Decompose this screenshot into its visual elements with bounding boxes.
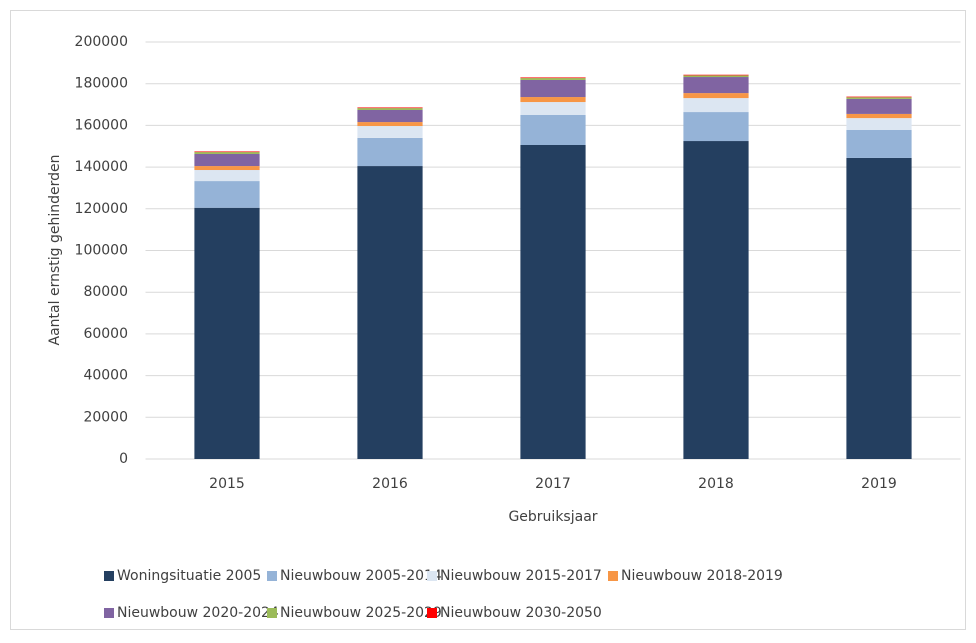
x-tick-label: 2015 [209,476,245,492]
legend-swatch [104,571,114,581]
bar-segment [194,170,260,182]
bar-segment [683,141,749,459]
bar-segment [846,96,912,98]
bar-segment [520,102,586,115]
bar-segment [194,166,260,171]
legend-label: Nieuwbouw 2018-2019 [621,568,783,584]
bar-segment [683,74,749,76]
bar-segment [846,118,912,130]
bar-segment [846,97,912,99]
y-tick-label: 160000 [75,117,128,133]
chart-frame [10,10,966,630]
bar-segment [683,98,749,113]
x-tick-label: 2017 [535,476,571,492]
y-axis-title: Aantal ernstig gehinderden [47,155,63,346]
legend-label: Woningsituatie 2005 [117,568,261,584]
legend-swatch [608,571,618,581]
x-tick-label: 2018 [698,476,734,492]
bar-segment [846,129,912,158]
bar-segment [520,79,586,98]
y-tick-label: 60000 [83,326,128,342]
bar-segment [520,97,586,103]
legend-label: Nieuwbouw 2015-2017 [440,568,602,584]
bar-segment [194,153,260,167]
bar-segment [683,75,749,78]
bar-segment [846,98,912,114]
bar-segment [846,113,912,119]
bar-segment [520,77,586,79]
legend-swatch [427,571,437,581]
y-tick-label: 0 [119,451,128,467]
y-tick-label: 80000 [83,284,128,300]
bar-segment [357,109,423,123]
bar-segment [194,181,260,208]
legend-label: Nieuwbouw 2005-2014 [280,568,442,584]
bar-segment [357,126,423,138]
bar-segment [194,152,260,154]
legend-label: Nieuwbouw 2025-2029 [280,605,442,621]
legend-swatch [427,608,437,618]
bar-segment [357,137,423,167]
bar-segment [357,166,423,459]
y-tick-label: 140000 [75,159,128,175]
y-tick-label: 120000 [75,201,128,217]
y-tick-label: 180000 [75,76,128,92]
legend-swatch [267,571,277,581]
y-tick-label: 40000 [83,368,128,384]
bar-segment [357,107,423,109]
legend-swatch [267,608,277,618]
legend-label: Nieuwbouw 2030-2050 [440,605,602,621]
bar-segment [357,122,423,127]
x-tick-label: 2019 [861,476,897,492]
bar-segment [520,78,586,80]
bar-segment [520,144,586,459]
bar-segment [683,77,749,94]
legend-label: Nieuwbouw 2020-2024 [117,605,279,621]
y-tick-label: 20000 [83,409,128,425]
y-tick-label: 100000 [75,243,128,259]
bar-segment [683,93,749,99]
bar-segment [520,114,586,145]
bar-segment [194,151,260,153]
bar-segment [357,108,423,110]
bar-segment [683,112,749,142]
y-tick-label: 200000 [75,34,128,50]
x-tick-label: 2016 [372,476,408,492]
bar-segment [194,207,260,459]
bar-segment [846,157,912,459]
x-axis-title: Gebruiksjaar [508,509,597,525]
legend-swatch [104,608,114,618]
